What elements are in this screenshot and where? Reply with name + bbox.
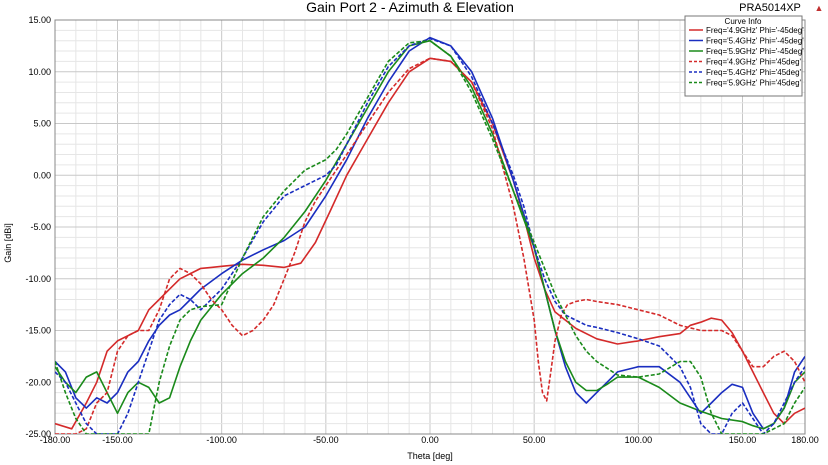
legend-entry: Freq='4.9GHz' Phi='-45deg': [706, 26, 804, 35]
y-tick-label: 0.00: [33, 170, 51, 180]
series-line-4: [55, 57, 805, 434]
series-line-2: [55, 36, 805, 430]
y-tick-label: 5.00: [33, 119, 51, 129]
legend-box: [684, 15, 803, 97]
x-tick-label: -180.00: [40, 435, 71, 445]
y-tick-label: -5.00: [30, 222, 51, 232]
x-tick-label: -50.00: [313, 435, 339, 445]
product-label: PRA5014XP: [739, 2, 801, 14]
y-axis-label: Gain [dBi]: [3, 223, 13, 263]
legend-entry: Freq='5.9GHz' Phi='-45deg': [706, 47, 804, 56]
x-tick-label: -100.00: [206, 435, 237, 445]
collapse-triangle-icon[interactable]: ▲: [815, 3, 824, 13]
legend-entry: Freq='5.4GHz' Phi='-45deg': [706, 37, 804, 46]
y-tick-label: -25.00: [25, 429, 51, 439]
series-line-1: [55, 57, 805, 430]
y-tick-label: -15.00: [25, 326, 51, 336]
plot-area: [54, 19, 806, 435]
series-line-6: [55, 39, 805, 434]
y-tick-label: 15.00: [28, 15, 51, 25]
y-axis-ticks: 15.00 10.00 5.00 0.00 -5.00 -10.00 -15.00 -20.0…: [25, 15, 51, 439]
x-tick-label: 50.00: [523, 435, 546, 445]
y-tick-label: 10.00: [28, 67, 51, 77]
legend-entry: Freq='5.4GHz' Phi='45deg': [706, 68, 802, 77]
legend-title: Curve Info: [725, 17, 762, 26]
x-tick-label: 150.00: [729, 435, 757, 445]
y-tick-label: -10.00: [25, 274, 51, 284]
x-axis-ticks: -180.00 -150.00 -100.00 -50.00 0.00 50.00 100.…: [40, 435, 819, 445]
legend[interactable]: Curve Info Freq='4.9GHz' Phi='-45deg' Fre…: [684, 15, 804, 97]
x-tick-label: 180.00: [791, 435, 819, 445]
legend-entry: Freq='5.9GHz' Phi='45deg': [706, 79, 802, 88]
series-layer: [55, 36, 805, 434]
chart-title: Gain Port 2 - Azimuth & Elevation: [306, 0, 514, 15]
x-axis-label: Theta [deg]: [407, 451, 453, 461]
y-tick-label: -20.00: [25, 377, 51, 387]
legend-entry: Freq='4.9GHz' Phi='45deg': [706, 58, 802, 67]
x-tick-label: 0.00: [421, 435, 439, 445]
x-tick-label: 100.00: [625, 435, 653, 445]
x-tick-label: -150.00: [102, 435, 133, 445]
